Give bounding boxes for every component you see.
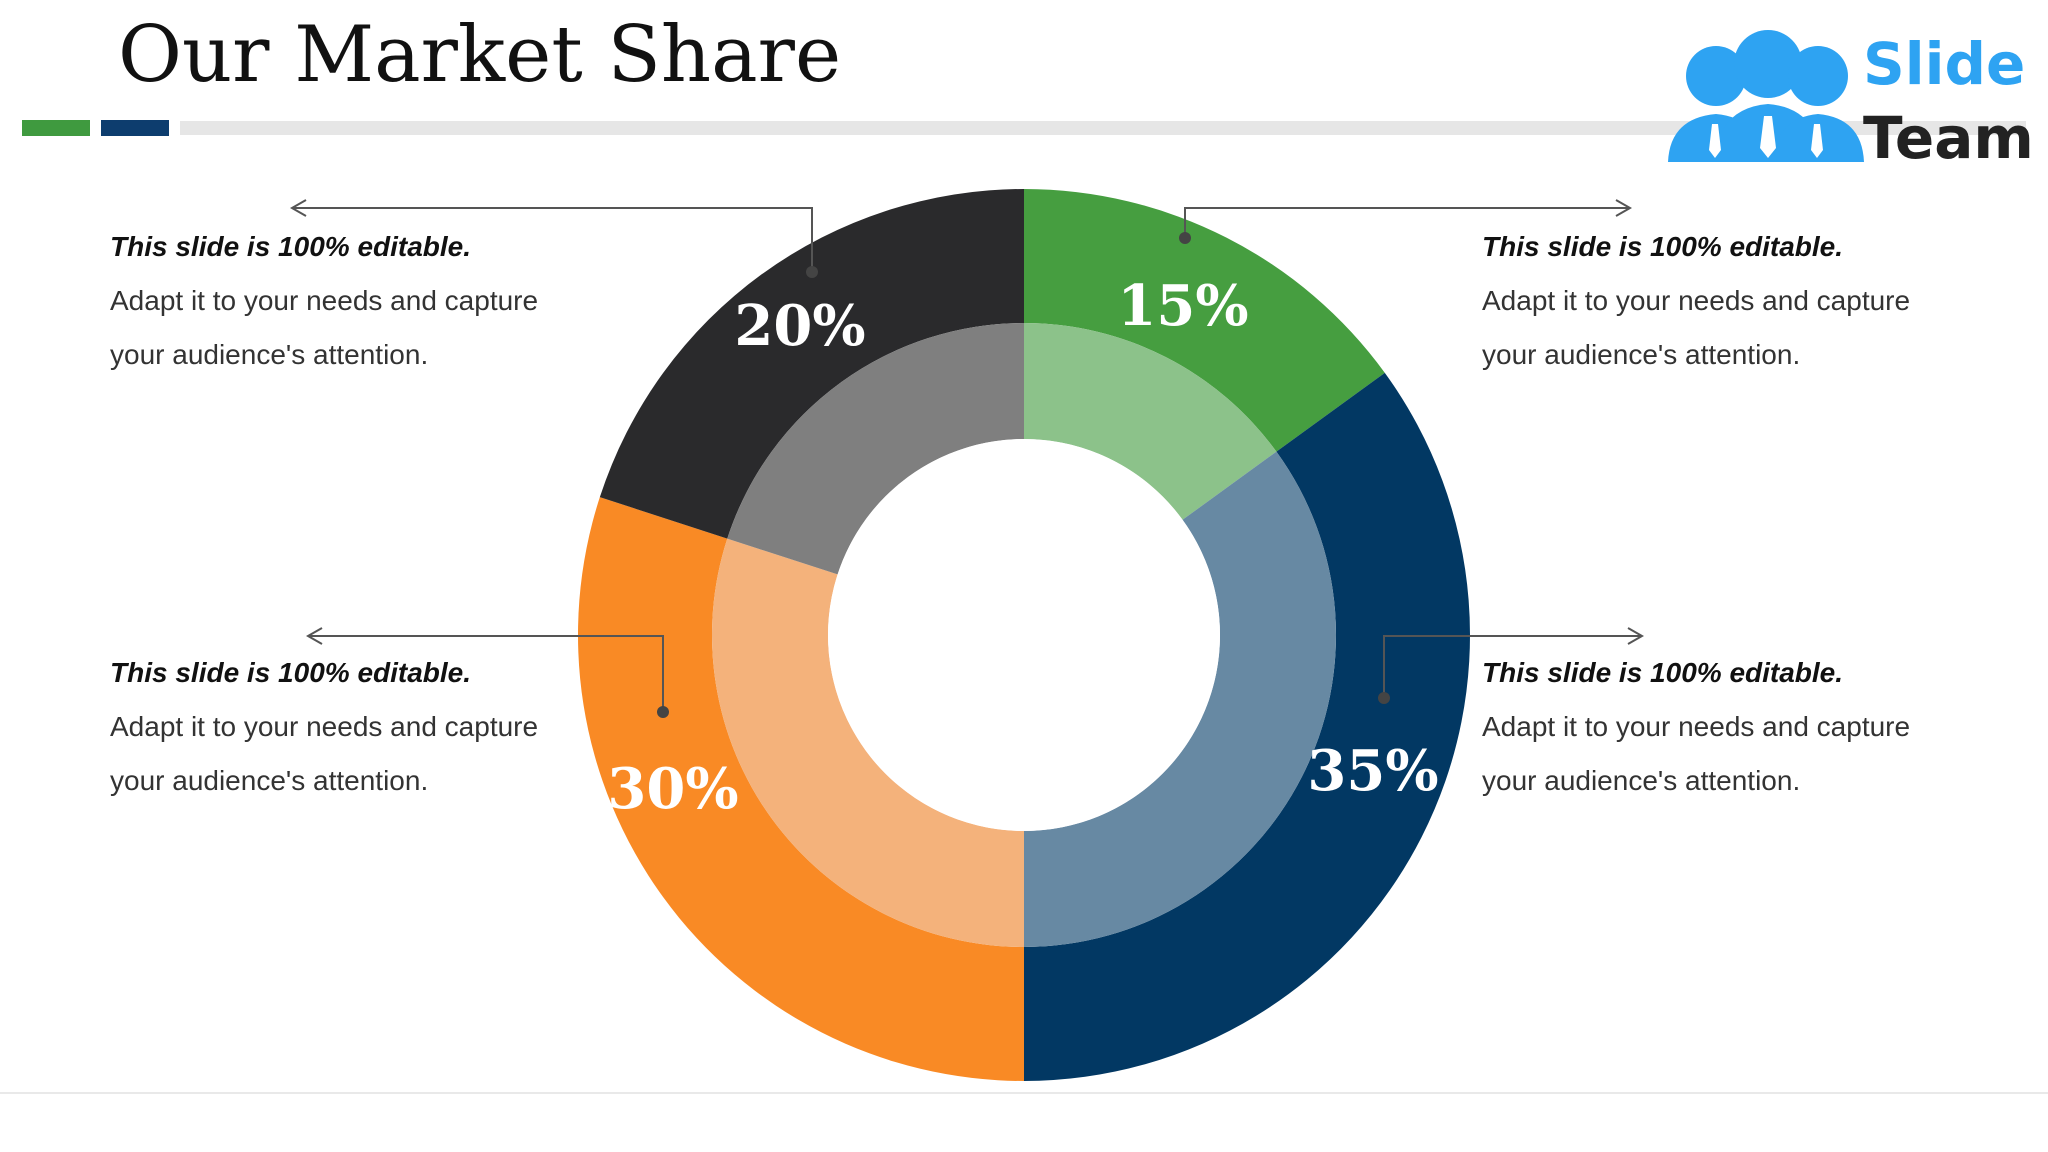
callout-heading: This slide is 100% editable. xyxy=(1482,657,1844,688)
slice-label-0: 15% xyxy=(1117,273,1248,339)
connector-dot-0 xyxy=(806,266,818,278)
callout-heading: This slide is 100% editable. xyxy=(1482,231,1844,262)
logo-text-slide: Slide xyxy=(1863,30,2026,98)
connector-line-2 xyxy=(308,635,664,712)
callout-bottom-left: This slide is 100% editable. Adapt it to… xyxy=(110,646,630,808)
slice-outer-2 xyxy=(578,497,1024,1081)
slice-inner-2 xyxy=(712,538,1024,947)
connector-dot-2 xyxy=(657,706,669,718)
connector-arrow-1 xyxy=(1615,199,1633,217)
callout-body: Adapt it to your needs and capture your … xyxy=(1482,285,1911,370)
slice-outer-3 xyxy=(599,189,1024,539)
connector-line-0 xyxy=(292,207,813,272)
callout-top-left: This slide is 100% editable. Adapt it to… xyxy=(110,220,630,382)
connector-arrow-2 xyxy=(305,627,323,645)
slice-outer-1 xyxy=(1024,372,1470,1081)
accent-bar-green xyxy=(22,120,90,136)
callout-connectors xyxy=(289,199,1645,718)
slice-inner-1 xyxy=(1024,451,1336,947)
slice-inner-0 xyxy=(1024,323,1277,520)
callout-bottom-right: This slide is 100% editable. Adapt it to… xyxy=(1482,646,2002,808)
connector-dot-3 xyxy=(1378,692,1390,704)
accent-bar-blue xyxy=(101,120,169,136)
title-underline xyxy=(180,121,2026,135)
page-title: Our Market Share xyxy=(118,10,842,100)
slice-outer-0 xyxy=(1024,189,1385,452)
slice-label-2: 30% xyxy=(607,756,738,822)
connector-arrow-3 xyxy=(1627,627,1645,645)
slideteam-logo xyxy=(1668,30,1864,162)
callout-body: Adapt it to your needs and capture your … xyxy=(1482,711,1911,796)
donut-hole xyxy=(828,439,1220,831)
logo-text-team: Team xyxy=(1863,104,2034,172)
slice-inner-3 xyxy=(727,323,1024,575)
callout-body: Adapt it to your needs and capture your … xyxy=(110,285,539,370)
connector-dot-1 xyxy=(1179,232,1191,244)
slice-label-3: 20% xyxy=(734,293,865,359)
footer-divider xyxy=(0,1092,2048,1094)
callout-top-right: This slide is 100% editable. Adapt it to… xyxy=(1482,220,2002,382)
callout-body: Adapt it to your needs and capture your … xyxy=(110,711,539,796)
connector-arrow-0 xyxy=(289,199,307,217)
connector-line-1 xyxy=(1184,207,1630,238)
connector-line-3 xyxy=(1383,635,1642,698)
callout-heading: This slide is 100% editable. xyxy=(110,657,472,688)
callout-heading: This slide is 100% editable. xyxy=(110,231,472,262)
slice-label-1: 35% xyxy=(1307,738,1438,804)
